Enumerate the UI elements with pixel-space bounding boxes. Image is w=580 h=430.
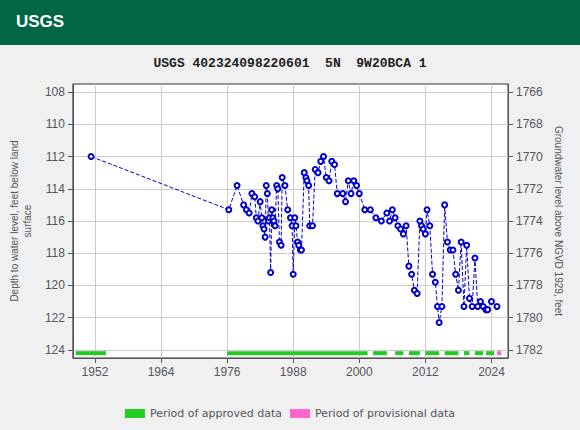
- svg-text:1774: 1774: [516, 214, 543, 228]
- svg-text:1780: 1780: [516, 311, 543, 325]
- svg-text:1778: 1778: [516, 278, 543, 292]
- svg-text:USGS: USGS: [16, 12, 64, 31]
- svg-text:108: 108: [45, 85, 65, 99]
- svg-text:1976: 1976: [214, 365, 241, 379]
- svg-text:Groundwater level above NGVD 1: Groundwater level above NGVD 1929, feet: [553, 126, 564, 316]
- svg-text:124: 124: [45, 343, 65, 357]
- svg-text:1964: 1964: [148, 365, 175, 379]
- svg-text:122: 122: [45, 311, 65, 325]
- svg-text:2012: 2012: [412, 365, 439, 379]
- svg-text:110: 110: [46, 117, 65, 131]
- svg-text:114: 114: [46, 182, 65, 196]
- svg-text:112: 112: [46, 150, 65, 164]
- svg-text:Period of provisional data: Period of provisional data: [315, 407, 455, 420]
- svg-text:1782: 1782: [516, 343, 543, 357]
- svg-text:1770: 1770: [516, 150, 543, 164]
- svg-text:118: 118: [46, 246, 65, 260]
- svg-text:1952: 1952: [82, 365, 109, 379]
- svg-text:1768: 1768: [516, 117, 543, 131]
- svg-text:surface: surface: [22, 204, 33, 237]
- svg-text:USGS 402324098220601 5N 9W20: USGS 402324098220601 5N 9W20BCA 1: [153, 56, 426, 71]
- svg-text:1776: 1776: [516, 246, 543, 260]
- svg-text:Depth to water level, feet bel: Depth to water level, feet below land: [9, 140, 20, 301]
- svg-text:1766: 1766: [516, 85, 543, 99]
- svg-text:120: 120: [45, 278, 65, 292]
- svg-text:2000: 2000: [346, 365, 373, 379]
- svg-text:2024: 2024: [478, 365, 505, 379]
- svg-text:116: 116: [46, 214, 65, 228]
- svg-text:Period of approved data: Period of approved data: [150, 407, 282, 420]
- svg-text:1988: 1988: [280, 365, 307, 379]
- svg-text:1772: 1772: [516, 182, 543, 196]
